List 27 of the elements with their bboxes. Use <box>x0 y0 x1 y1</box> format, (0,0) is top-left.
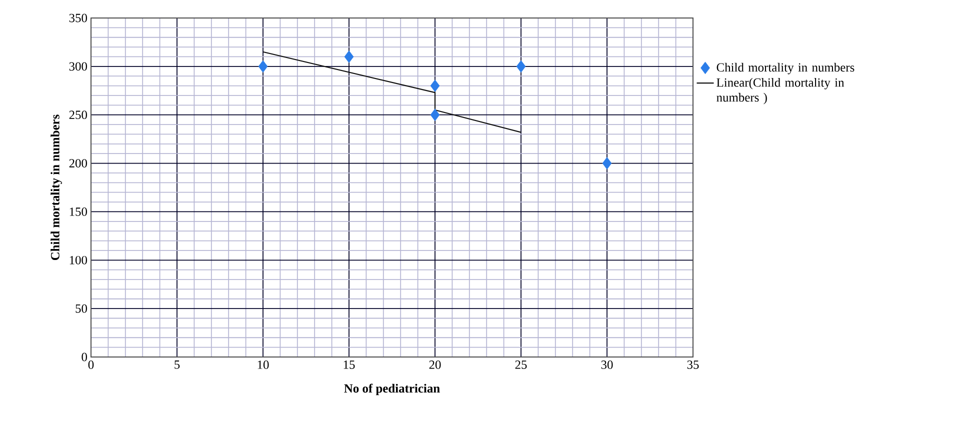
y-tick-label: 100 <box>70 256 88 264</box>
y-tick-label: 350 <box>69 14 88 22</box>
x-axis-title: No of pediatrician <box>344 384 440 396</box>
point <box>430 108 440 122</box>
x-tick-label: 5 <box>174 360 180 369</box>
legend-label: Child mortality in numbers <box>716 62 854 74</box>
y-tick-label: 150 <box>70 208 88 216</box>
y-tick-label: 250 <box>69 110 88 120</box>
x-tick-label: 15 <box>344 360 355 369</box>
y-axis-title: Child mortality in numbers <box>50 114 62 260</box>
x-tick-label: 10 <box>258 360 269 369</box>
x-tick-label: 30 <box>601 360 613 369</box>
legend-label: Linear(Child mortality in numbers ) <box>716 78 844 104</box>
x-tick-label: 0 <box>88 360 94 369</box>
x-tick-label: 25 <box>515 360 527 369</box>
y-tick-label: 200 <box>69 159 88 168</box>
x-tick-label: 35 <box>687 360 699 369</box>
point <box>344 50 354 63</box>
point <box>430 80 440 92</box>
y-tick-label: 50 <box>76 304 88 313</box>
point <box>516 60 526 73</box>
point <box>258 60 268 73</box>
point <box>602 157 612 170</box>
y-tick-label: 300 <box>69 62 88 71</box>
line-series <box>262 51 522 133</box>
y-tick-label: 0 <box>82 352 88 362</box>
x-tick-label: 20 <box>429 360 441 369</box>
